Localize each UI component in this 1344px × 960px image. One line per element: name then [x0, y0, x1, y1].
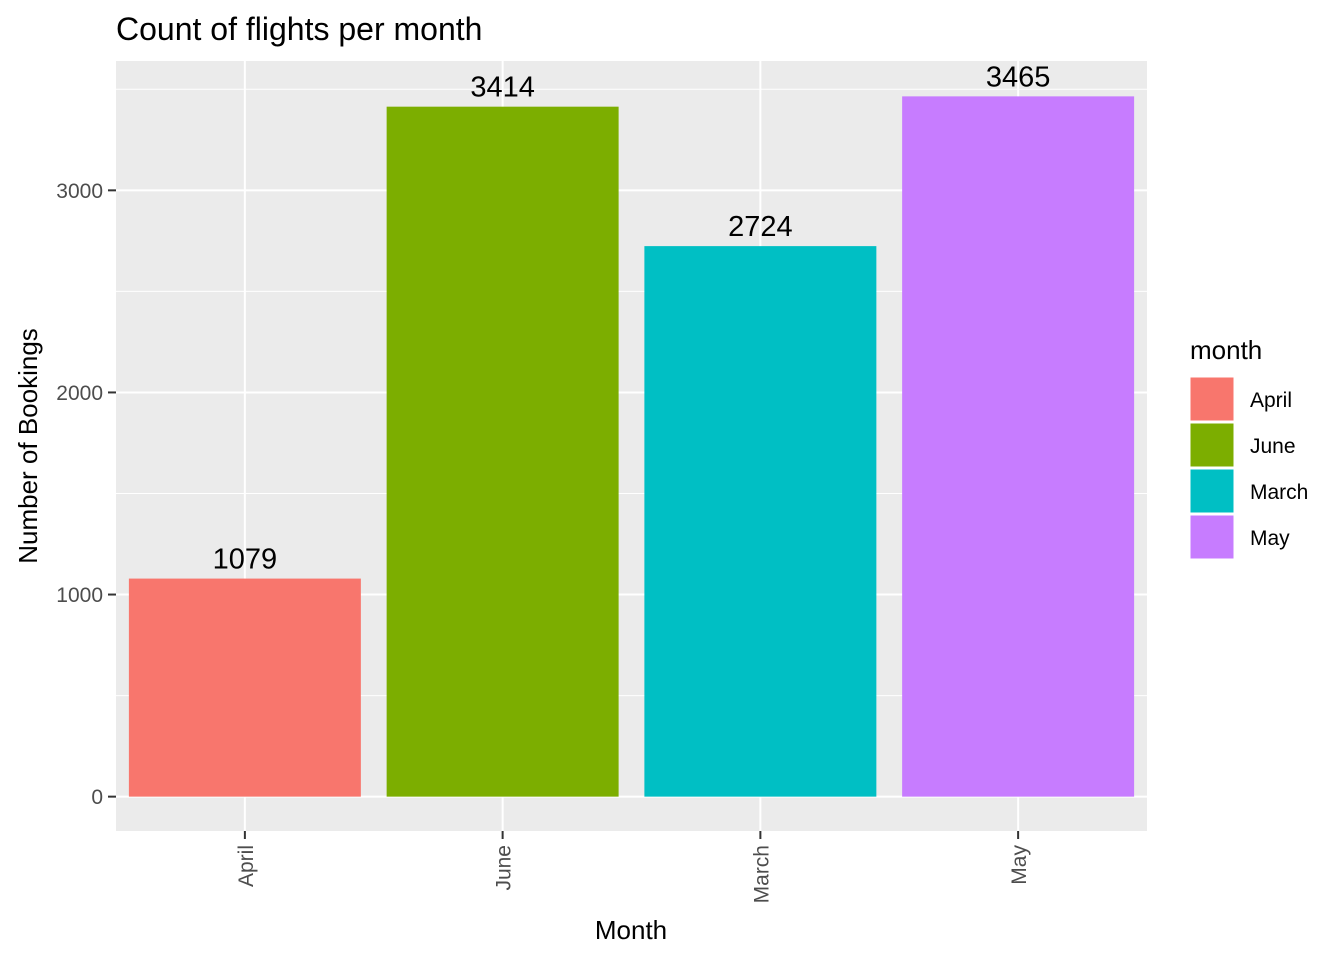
- legend-label: June: [1250, 435, 1296, 458]
- data-label: 1079: [213, 544, 278, 576]
- data-label: 3465: [986, 61, 1051, 93]
- legend-title: month: [1190, 335, 1262, 365]
- x-axis-title: Month: [595, 915, 667, 945]
- legend-key-may: [1189, 514, 1235, 560]
- data-label: 2724: [728, 211, 793, 243]
- bar-may: [902, 96, 1135, 797]
- legend-label: March: [1250, 481, 1308, 504]
- y-tick-label: 0: [91, 786, 103, 809]
- x-tick-label: April: [235, 845, 258, 887]
- chart-title: Count of flights per month: [116, 11, 482, 47]
- x-tick-label: March: [750, 845, 773, 903]
- y-axis-title: Number of Bookings: [13, 328, 43, 564]
- y-tick-label: 2000: [56, 382, 103, 405]
- legend-key-march: [1189, 468, 1235, 514]
- x-axis: April June March May: [235, 831, 1031, 903]
- bar-march: [644, 246, 877, 797]
- data-label: 3414: [470, 72, 535, 104]
- x-tick-label: May: [1008, 845, 1031, 885]
- bars: [128, 96, 1135, 797]
- legend-key-june: [1189, 422, 1235, 468]
- bar-april: [128, 578, 361, 797]
- legend: month April June March May: [1189, 335, 1308, 560]
- y-tick-label: 1000: [56, 584, 103, 607]
- y-axis: 0 1000 2000 3000: [56, 180, 116, 809]
- data-labels: 1079 3414 2724 3465: [213, 61, 1051, 575]
- legend-label: May: [1250, 527, 1290, 550]
- legend-key-april: [1189, 376, 1235, 422]
- legend-label: April: [1250, 389, 1292, 412]
- bar-june: [386, 106, 619, 797]
- y-tick-label: 3000: [56, 180, 103, 203]
- x-tick-label: June: [493, 845, 516, 891]
